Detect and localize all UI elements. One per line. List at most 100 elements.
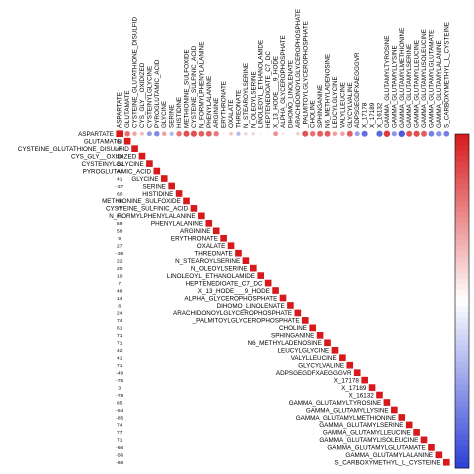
coefficient-number: 69 — [117, 214, 123, 220]
colorbar-step — [455, 345, 469, 352]
diagonal-cell — [146, 160, 153, 167]
column-label: GAMMA_GLUTAMYLGLUTAMATE — [428, 30, 435, 128]
coefficient-circle — [236, 131, 241, 136]
row-label: S_CARBOXYMETHYL_L_CYSTEINE — [335, 460, 441, 467]
coefficient-number: 85 — [117, 400, 123, 406]
coefficient-number: 69 — [117, 221, 123, 227]
row-label: X_17189 — [341, 385, 367, 392]
coefficient-circle — [124, 130, 130, 137]
colorbar-step — [455, 278, 469, 285]
coefficient-number: 62 — [117, 139, 123, 145]
column-label: DIHOMO_LINOLENATE — [287, 60, 294, 128]
row-label: GLYCYLVALINE — [298, 363, 344, 370]
row-label: CHOLINE — [279, 325, 307, 332]
coefficient-circle — [296, 132, 300, 136]
coefficient-circle — [259, 132, 262, 135]
column-label: GLUTAMATE — [124, 90, 131, 128]
coefficient-numbers: 624030-52-6141-37607677696958927-3622201… — [116, 139, 123, 466]
diagonal-cell — [138, 152, 146, 160]
coefficient-number: 77 — [117, 430, 123, 436]
row-label: X_13_HODE___9_HODE — [198, 288, 270, 295]
column-label: GAMMA_GLUTAMYLTYROSINE — [384, 36, 391, 129]
coefficient-circle — [391, 131, 397, 137]
row-label: DIHOMO_LINOLENATE — [217, 303, 285, 310]
colorbar-step — [455, 317, 469, 324]
coefficient-number: -52 — [116, 161, 123, 167]
diagonal-cell — [168, 182, 175, 190]
coefficient-circle — [421, 130, 427, 137]
coefficient-number: 14 — [117, 296, 123, 302]
row-label: N_STEAROYLSERINE — [175, 258, 240, 265]
coefficient-circle — [213, 131, 219, 137]
coefficient-number: 42 — [117, 348, 123, 354]
diagonal-cell — [198, 212, 205, 220]
coefficient-circle — [154, 130, 160, 137]
diagonal-cell — [301, 317, 309, 324]
coefficient-circle — [273, 131, 279, 137]
colorbar — [454, 133, 470, 469]
row-label: X_17178 — [334, 377, 360, 384]
colorbar-step — [455, 451, 469, 458]
diagonal-cell — [123, 137, 131, 145]
row-label: HISTIDINE — [142, 191, 173, 198]
coefficient-circle — [361, 130, 368, 137]
column-label: GAMMA_GLUTAMYLLYSINE — [391, 45, 398, 128]
coefficient-number: -56 — [116, 453, 123, 459]
coefficient-circle — [183, 130, 190, 137]
row-label: OXALATE — [197, 243, 226, 250]
diagonal-cell — [205, 220, 213, 227]
column-label: GAMMA_GLUTAMYLISOLEUCINE — [421, 29, 428, 128]
colorbar-step — [455, 150, 469, 157]
coefficient-circle — [244, 132, 248, 136]
colorbar-step — [455, 429, 469, 435]
row-label: GAMMA_GLUTAMYLGLUTAMATE — [327, 445, 425, 452]
colorbar-step — [455, 312, 469, 319]
row-label: PHENYLALANINE — [151, 221, 203, 228]
row-label: GLYCINE — [131, 176, 158, 183]
row-label: ADPSGEGDFXAEGGGVR — [276, 370, 352, 377]
column-label: CYSTEINYLGLYCINE — [146, 66, 153, 128]
coefficient-circle — [413, 130, 420, 137]
column-label: CHOLINE — [310, 100, 317, 128]
colorbar-step — [455, 250, 469, 257]
colorbar-step — [455, 306, 469, 313]
colorbar-step — [455, 267, 469, 274]
diagonal-cell — [235, 249, 242, 257]
coefficient-number: 71 — [117, 333, 123, 339]
colorbar-step — [455, 206, 469, 213]
coefficient-circle — [443, 130, 450, 137]
coefficient-number: 71 — [117, 363, 123, 369]
colorbar-step — [455, 301, 469, 307]
diagonal-cell — [264, 279, 272, 287]
coefficient-number: 41 — [117, 356, 123, 362]
coefficient-number: 40 — [117, 146, 123, 152]
column-label: METHIONINE_SULFOXIDE — [184, 49, 191, 128]
diagonal-cell — [435, 451, 443, 459]
column-label: GAMMA_GLUTAMYLLEUCINE — [414, 40, 421, 128]
colorbar-step — [455, 211, 469, 218]
colorbar-step — [455, 239, 469, 246]
coefficient-number: 3 — [118, 385, 121, 391]
coefficient-number: 30 — [117, 154, 123, 160]
coefficient-number: -66 — [116, 445, 123, 451]
colorbar-step — [455, 217, 469, 224]
coefficient-number: -49 — [116, 370, 123, 376]
column-label: X_16132 — [376, 102, 383, 128]
colorbar-step — [455, 384, 469, 391]
colorbar-step — [455, 156, 469, 163]
colorbar-step — [455, 223, 469, 230]
diagonal-cell — [331, 346, 339, 354]
coefficient-number: 74 — [117, 423, 123, 429]
diagonal-cell — [309, 324, 316, 332]
diagonal-cell — [353, 369, 361, 376]
row-label: GAMMA_GLUTAMYLALANINE — [345, 452, 433, 459]
colorbar-step — [455, 339, 469, 346]
coefficient-number: 7 — [118, 281, 121, 287]
diagonal-cell — [279, 294, 287, 302]
diagonal-cell — [287, 302, 294, 309]
coefficient-number: 48 — [117, 288, 123, 294]
column-label: SERINE — [169, 105, 176, 128]
diagonal-cell — [420, 436, 428, 444]
column-label: VALYLLEUCINE — [339, 82, 346, 128]
coefficient-circle — [267, 132, 270, 135]
